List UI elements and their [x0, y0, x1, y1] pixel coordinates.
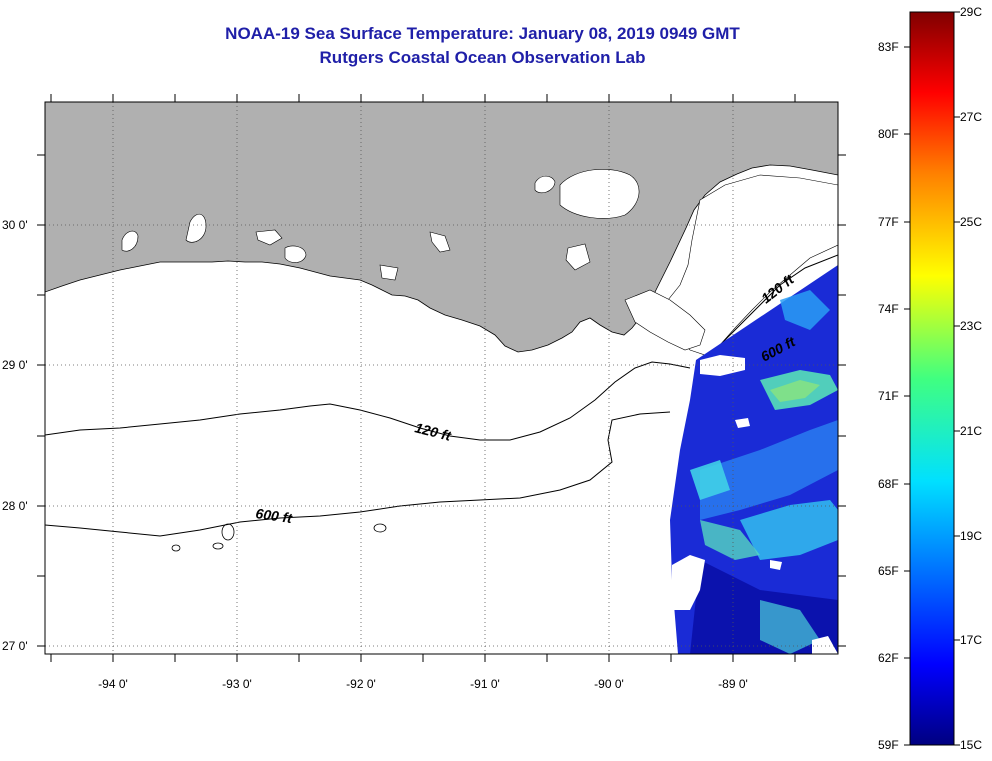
contour-label-600ft-west: 600 ft	[255, 505, 295, 526]
lon-label: -91 0'	[470, 677, 500, 691]
lat-label: 29 0'	[2, 358, 28, 372]
lake	[379, 264, 399, 281]
lake	[121, 230, 139, 252]
lake	[255, 229, 283, 246]
sst-swath	[670, 265, 838, 654]
lat-label: 30 0'	[2, 218, 28, 232]
lat-label: 27 0'	[2, 639, 28, 653]
lake	[429, 231, 451, 253]
bank-shape	[212, 542, 224, 550]
bank-shape	[171, 544, 181, 552]
colorbar-f-label: 71F	[878, 389, 899, 403]
lon-label: -93 0'	[222, 677, 252, 691]
delta-marsh	[664, 174, 838, 356]
colorbar-f-label: 83F	[878, 40, 899, 54]
colorbar	[909, 11, 955, 746]
lat-label: 28 0'	[2, 499, 28, 513]
colorbar-c-label: 25C	[960, 215, 982, 229]
lake	[284, 245, 307, 263]
colorbar-f-label: 74F	[878, 302, 899, 316]
map-title: NOAA-19 Sea Surface Temperature: January…	[225, 24, 740, 43]
colorbar-c-label: 21C	[960, 424, 982, 438]
lon-label: -94 0'	[98, 677, 128, 691]
bird-foot-delta	[624, 289, 706, 351]
lake	[185, 213, 207, 243]
colorbar-c-label: 17C	[960, 633, 982, 647]
contour-120ft-east	[719, 254, 838, 346]
lake	[534, 175, 556, 194]
colorbar-f-label: 80F	[878, 127, 899, 141]
lon-label: -92 0'	[346, 677, 376, 691]
lat-lon-grid	[45, 102, 838, 654]
map-subtitle: Rutgers Coastal Ocean Observation Lab	[319, 48, 646, 67]
colorbar-f-label: 62F	[878, 651, 899, 665]
colorbar-f-label: 65F	[878, 564, 899, 578]
bank-shape	[373, 523, 387, 533]
lake	[559, 169, 640, 219]
lon-label: -89 0'	[718, 677, 748, 691]
colorbar-f-label: 59F	[878, 738, 899, 752]
colorbar-c-label: 15C	[960, 738, 982, 752]
colorbar-c-label: 19C	[960, 529, 982, 543]
colorbar-f-label: 77F	[878, 215, 899, 229]
land-mass	[45, 102, 838, 353]
colorbar-c-label: 27C	[960, 110, 982, 124]
contour-600ft-west	[45, 411, 671, 537]
axis-ticks	[37, 94, 846, 662]
colorbar-c-label: 29C	[960, 5, 982, 19]
contour-120ft-west	[45, 361, 691, 441]
colorbar-c-label: 23C	[960, 319, 982, 333]
lake	[565, 243, 591, 271]
colorbar-ticks	[904, 11, 960, 746]
bank-shape	[221, 523, 235, 541]
lon-label: -90 0'	[594, 677, 624, 691]
map-border	[44, 101, 839, 655]
colorbar-f-label: 68F	[878, 477, 899, 491]
